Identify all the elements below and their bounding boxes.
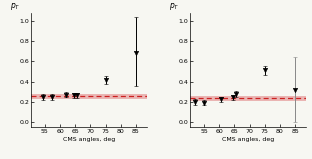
Y-axis label: $p_T$: $p_T$ [10, 1, 20, 12]
Bar [31, 94, 147, 99]
X-axis label: CMS angles, deg: CMS angles, deg [63, 137, 115, 142]
Y-axis label: $p_T$: $p_T$ [169, 1, 179, 12]
Bar [190, 96, 306, 101]
X-axis label: CMS angles, deg: CMS angles, deg [222, 137, 274, 142]
